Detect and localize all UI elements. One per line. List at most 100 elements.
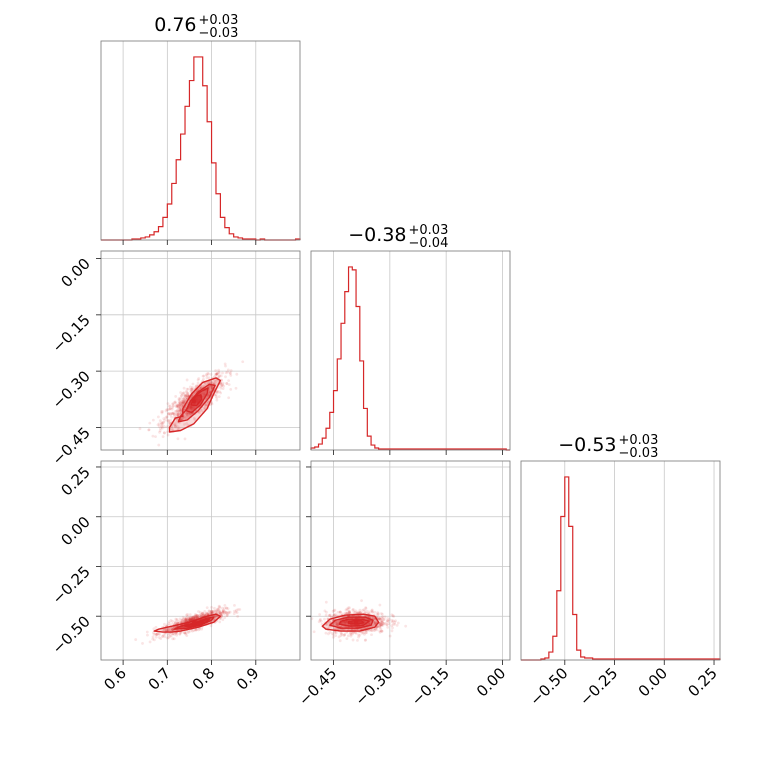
sample-point — [378, 625, 382, 628]
sample-point — [158, 430, 161, 434]
sample-point — [370, 629, 374, 632]
sample-point — [168, 407, 171, 411]
sample-point — [199, 611, 202, 614]
sample-point — [218, 611, 222, 615]
sample-point — [378, 617, 381, 621]
sample-point — [196, 613, 199, 617]
sample-point — [182, 396, 186, 400]
contour-line-2-2 — [338, 618, 370, 627]
sample-point — [332, 613, 336, 617]
sample-point — [224, 611, 228, 614]
sample-point — [380, 621, 384, 625]
sample-point — [373, 621, 376, 624]
sample-point — [370, 609, 374, 613]
sample-point — [210, 609, 214, 613]
sample-point — [338, 610, 342, 614]
sample-point — [160, 424, 163, 428]
sample-point — [229, 369, 233, 372]
sample-point — [387, 622, 391, 625]
sample-point — [160, 425, 164, 429]
sample-point — [191, 387, 195, 391]
sample-point — [236, 615, 240, 618]
sample-point — [356, 610, 360, 614]
sample-point — [148, 640, 152, 644]
sample-point — [217, 371, 221, 375]
sample-point — [191, 385, 194, 389]
sample-point — [377, 617, 381, 621]
sample-point — [194, 628, 198, 632]
sample-point — [326, 617, 330, 621]
sample-point — [185, 634, 189, 638]
sample-point — [215, 372, 218, 376]
sample-point — [327, 621, 331, 624]
sample-point — [379, 621, 383, 625]
sample-point — [171, 428, 175, 432]
sample-point — [342, 633, 346, 637]
sample-point — [184, 618, 188, 622]
sample-point — [357, 635, 360, 639]
sample-point — [371, 610, 375, 614]
sample-point — [174, 621, 177, 625]
sample-point — [229, 388, 233, 391]
sample-point — [352, 631, 356, 635]
sample-point — [391, 614, 395, 617]
sample-point — [358, 627, 362, 631]
sample-point — [218, 606, 221, 610]
sample-point — [358, 610, 362, 614]
sample-point — [331, 635, 335, 639]
sample-point — [173, 400, 177, 404]
sample-point — [343, 633, 346, 637]
sample-point — [181, 617, 185, 621]
sample-point — [161, 634, 165, 638]
center-point-1 — [191, 619, 197, 625]
sample-point — [236, 608, 240, 611]
sample-point — [174, 409, 177, 413]
sample-point — [166, 430, 170, 434]
sample-point — [365, 631, 368, 634]
sample-point — [166, 636, 169, 640]
sample-point — [328, 621, 332, 624]
sample-point — [169, 634, 173, 638]
sample-point — [238, 608, 242, 611]
sample-point — [346, 634, 350, 638]
sample-point — [208, 384, 211, 388]
sample-point — [167, 633, 170, 637]
sample-point — [179, 412, 182, 416]
sample-point — [180, 401, 184, 405]
sample-point — [209, 610, 213, 614]
sample-point — [176, 404, 180, 407]
sample-point — [234, 610, 238, 614]
sample-point — [183, 397, 187, 401]
x-tick-label-0-2: 0.8 — [189, 664, 219, 694]
sample-point — [334, 621, 338, 625]
sample-point — [169, 618, 173, 622]
sample-point — [167, 620, 171, 624]
sample-point — [177, 398, 181, 402]
sample-point — [382, 622, 386, 626]
sample-point — [376, 611, 380, 615]
sample-point — [396, 621, 400, 625]
sample-point — [221, 371, 224, 375]
sample-point — [175, 403, 179, 407]
sample-point — [167, 412, 171, 415]
sample-point — [179, 394, 183, 398]
sample-point — [151, 635, 155, 639]
sample-point — [390, 629, 394, 633]
sample-point — [221, 609, 225, 613]
sample-point — [179, 403, 183, 407]
sample-point — [189, 406, 193, 409]
sample-point — [176, 409, 180, 413]
sample-point — [162, 417, 166, 420]
sample-point — [333, 612, 337, 616]
sample-point — [218, 374, 222, 378]
sample-point — [193, 418, 197, 421]
sample-point — [194, 614, 198, 617]
sample-point — [171, 632, 175, 636]
sample-point — [147, 428, 151, 432]
sample-point — [158, 419, 162, 423]
sample-point — [217, 395, 221, 398]
contour-line-0-0 — [168, 377, 222, 433]
sample-point — [377, 617, 381, 621]
sample-point — [176, 621, 180, 625]
sample-point — [380, 616, 384, 620]
